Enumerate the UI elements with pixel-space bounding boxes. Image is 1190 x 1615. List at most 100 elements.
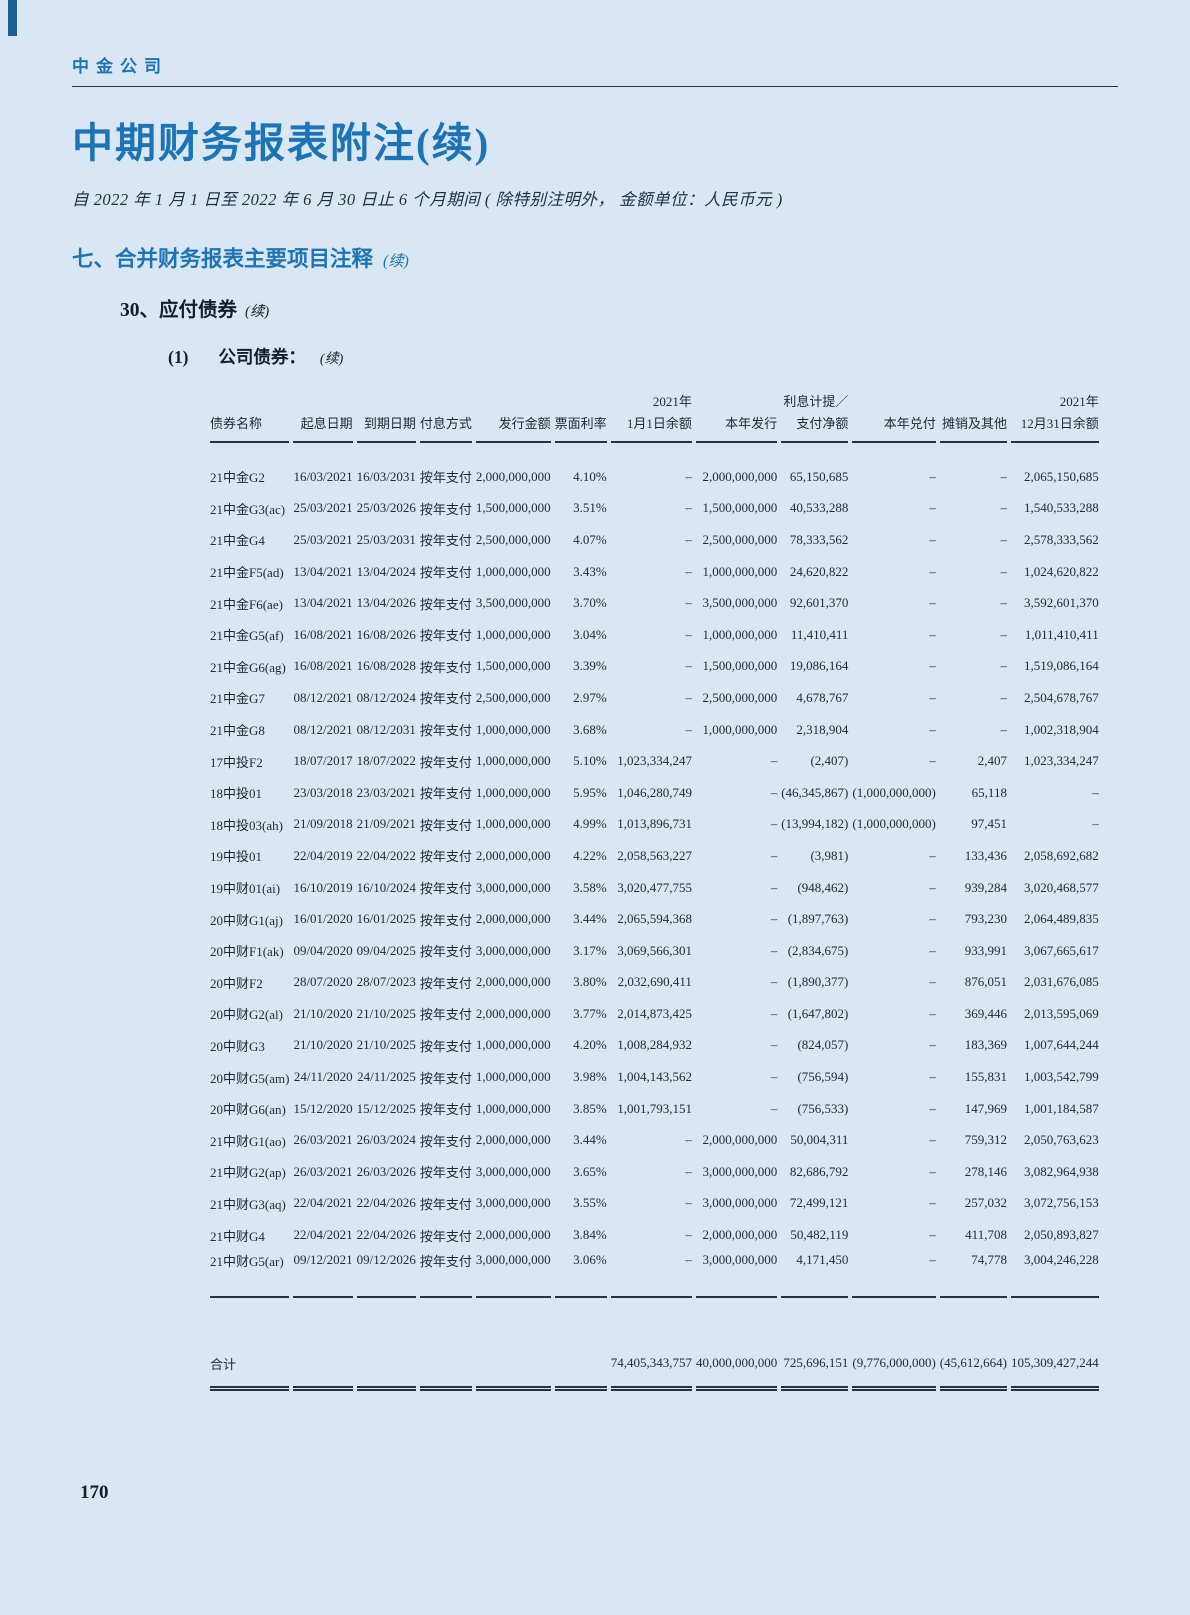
table-cell: 按年支付 bbox=[419, 1133, 472, 1149]
table-row: 18中投01 23/03/2018 23/03/2021 按年支付 1,000,000,… bbox=[210, 777, 1099, 809]
table-cell: 3,000,000,000 bbox=[475, 942, 551, 958]
table-cell: 21中金G6(ag) bbox=[210, 659, 286, 675]
table-cell: 78,333,562 bbox=[789, 531, 849, 547]
table-cell: 74,778 bbox=[939, 1251, 1007, 1298]
table-cell: 3.84% bbox=[573, 1227, 607, 1243]
table-cell: 按年支付 bbox=[419, 565, 472, 581]
table-cell: – bbox=[610, 1251, 692, 1298]
table-cell: 11,410,411 bbox=[790, 626, 849, 642]
table-cell: 2,000,000,000 bbox=[702, 1132, 778, 1148]
table-cell: 20中财G3 bbox=[210, 1038, 265, 1054]
table-cell: – bbox=[929, 1227, 936, 1243]
table-cell: 2,050,893,827 bbox=[1023, 1227, 1099, 1243]
table-cell: 21中金F5(ad) bbox=[210, 565, 284, 581]
table-cell: 按年支付 bbox=[419, 1196, 472, 1212]
table-cell: 147,969 bbox=[964, 1100, 1007, 1116]
table-cell: 21中金G4 bbox=[210, 533, 265, 549]
table-cell: 16/08/2028 bbox=[356, 658, 416, 674]
table-cell: 2,058,692,682 bbox=[1023, 847, 1099, 863]
table-cell: 按年支付 bbox=[419, 849, 472, 865]
table-cell: – bbox=[929, 689, 936, 705]
table-cell: 21中金G2 bbox=[210, 470, 265, 486]
table-cell: 2,407 bbox=[977, 753, 1007, 769]
table-cell: – bbox=[929, 500, 936, 516]
table-cell: 2,058,563,227 bbox=[617, 847, 692, 863]
table-cell: – bbox=[685, 1132, 692, 1148]
item-heading: (1) 公司债券： (续) bbox=[168, 344, 1118, 369]
subsection-continued-label: (续) bbox=[245, 304, 270, 320]
table-cell: 1,519,086,164 bbox=[1023, 658, 1099, 674]
table-cell: 3,072,756,153 bbox=[1023, 1195, 1099, 1211]
table-cell: 3.68% bbox=[573, 721, 607, 737]
col-header-closing-balance: 12月31日余额 bbox=[1010, 413, 1099, 443]
table-cell: 16/10/2019 bbox=[293, 879, 353, 895]
table-cell: – bbox=[1000, 468, 1007, 484]
table-cell: 3.77% bbox=[573, 1005, 607, 1021]
table-cell: – bbox=[929, 847, 936, 863]
table-cell: 50,004,311 bbox=[790, 1132, 849, 1148]
table-cell: 21/09/2018 bbox=[293, 816, 353, 832]
table-cell: – bbox=[929, 753, 936, 769]
table-cell: 3.58% bbox=[573, 879, 607, 895]
table-cell: 2,000,000,000 bbox=[475, 1005, 551, 1021]
table-cell: 939,284 bbox=[964, 879, 1007, 895]
table-cell: 3,020,477,755 bbox=[617, 879, 692, 895]
table-cell: 22/04/2026 bbox=[356, 1195, 416, 1211]
table-row: 21中金G5(af) 16/08/2021 16/08/2026 按年支付 1,000,… bbox=[210, 619, 1099, 651]
table-cell: 按年支付 bbox=[419, 628, 472, 644]
table-cell: 3.04% bbox=[573, 626, 607, 642]
table-cell: 09/12/2026 bbox=[356, 1251, 416, 1298]
table-cell: 3,000,000,000 bbox=[695, 1251, 778, 1298]
table-cell: – bbox=[1000, 531, 1007, 547]
table-cell: 2,065,150,685 bbox=[1023, 468, 1099, 484]
table-cell: 25/03/2021 bbox=[293, 500, 353, 516]
table-cell: 2,000,000,000 bbox=[475, 1132, 551, 1148]
table-cell: – bbox=[1092, 784, 1099, 800]
table-cell: 3.85% bbox=[573, 1100, 607, 1116]
total-label: 合计 bbox=[210, 1354, 290, 1391]
table-cell: 1,000,000,000 bbox=[702, 563, 778, 579]
table-cell: 21中金G7 bbox=[210, 691, 265, 707]
table-cell: 1,024,620,822 bbox=[1023, 563, 1099, 579]
table-cell: 1,000,000,000 bbox=[475, 626, 551, 642]
table-cell: 13/04/2021 bbox=[293, 563, 353, 579]
table-cell: 按年支付 bbox=[419, 501, 472, 517]
table-row: 20中财G3 21/10/2020 21/10/2025 按年支付 1,000,000,… bbox=[210, 1030, 1099, 1062]
table-cell: 3,004,246,228 bbox=[1010, 1251, 1099, 1298]
total-closing-balance: 105,309,427,244 bbox=[1010, 1354, 1099, 1391]
table-cell: (824,057) bbox=[797, 1037, 849, 1053]
table-cell: 2,500,000,000 bbox=[702, 531, 778, 547]
table-row: 21中金G3(ac) 25/03/2021 25/03/2026 按年支付 1,500,… bbox=[210, 493, 1099, 525]
table-cell: 23/03/2018 bbox=[293, 784, 353, 800]
table-cell: 21中财G3(aq) bbox=[210, 1196, 286, 1212]
table-cell: – bbox=[929, 1100, 936, 1116]
table-cell: 1,000,000,000 bbox=[475, 784, 551, 800]
table-cell: 50,482,119 bbox=[790, 1227, 849, 1243]
table-cell: 3,000,000,000 bbox=[475, 879, 551, 895]
table-cell: 2,000,000,000 bbox=[475, 1227, 551, 1243]
table-cell: – bbox=[929, 595, 936, 611]
table-cell: 20中财G5(am) bbox=[210, 1070, 290, 1086]
table-cell: 3.65% bbox=[573, 1163, 607, 1179]
table-cell: 3,500,000,000 bbox=[475, 595, 551, 611]
table-cell: 16/08/2021 bbox=[293, 626, 353, 642]
table-cell: 3,000,000,000 bbox=[702, 1163, 778, 1179]
bonds-table-header: 2021年 利息计提／ 2021年 债券名称 起息日期 到期日期 付息方式 发行… bbox=[210, 389, 1099, 443]
table-cell: – bbox=[929, 879, 936, 895]
table-cell: 21/10/2020 bbox=[293, 1037, 353, 1053]
table-cell: 24,620,822 bbox=[789, 563, 849, 579]
table-cell: 1,500,000,000 bbox=[702, 500, 778, 516]
table-cell: – bbox=[685, 1163, 692, 1179]
table-cell: 1,000,000,000 bbox=[702, 721, 778, 737]
table-cell: 1,000,000,000 bbox=[475, 1100, 551, 1116]
table-cell: 2,032,690,411 bbox=[617, 974, 692, 990]
col-header-opening-balance: 1月1日余额 bbox=[610, 413, 692, 443]
table-cell: 26/03/2026 bbox=[356, 1163, 416, 1179]
table-cell: 4.99% bbox=[573, 816, 607, 832]
table-cell: 20中财G2(al) bbox=[210, 1007, 283, 1023]
table-cell: 按年支付 bbox=[419, 723, 472, 739]
table-cell: – bbox=[1092, 816, 1099, 832]
table-cell: 按年支付 bbox=[419, 1038, 472, 1054]
table-cell: 21/10/2020 bbox=[293, 1005, 353, 1021]
table-cell: 16/08/2021 bbox=[293, 658, 353, 674]
